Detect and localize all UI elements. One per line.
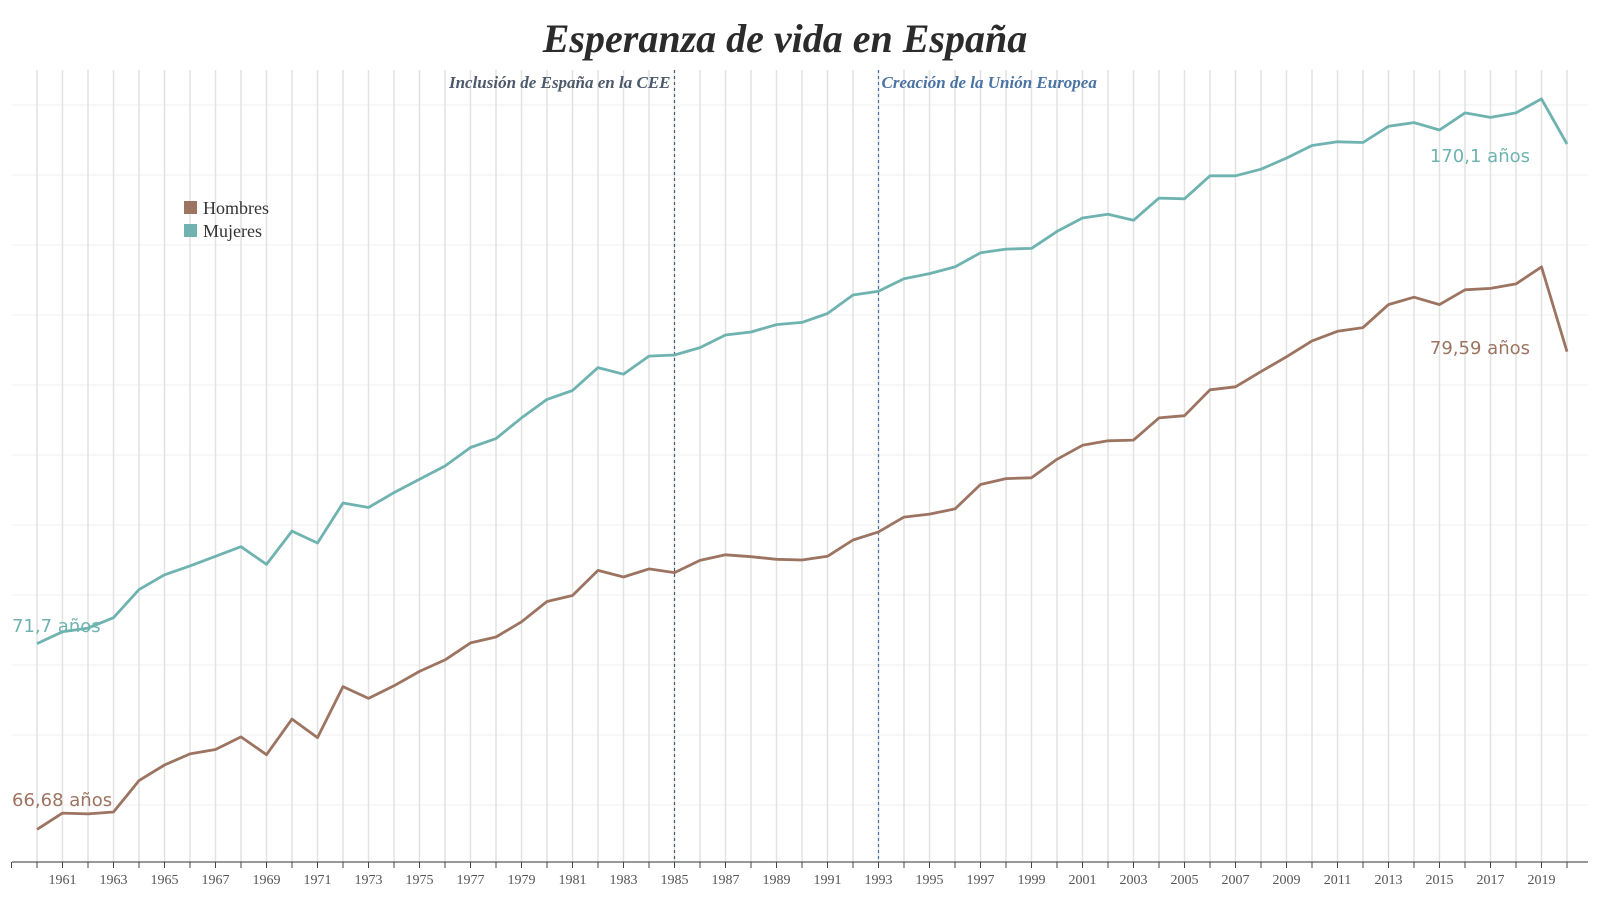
x-tick-label: 1997 [967,873,995,888]
horizontal-gridlines [12,104,1588,806]
legend-label: Mujeres [203,221,262,241]
x-tick-label: 1987 [712,873,740,888]
x-tick-label: 1971 [304,873,332,888]
x-tick-label: 1979 [508,873,536,888]
x-tick-label: 1985 [661,873,689,888]
event-label: Inclusión de España en la CEE [448,73,671,92]
end-label: 66,68 años [12,790,112,811]
vertical-gridlines [36,70,1568,862]
end-label: 71,7 años [12,616,101,637]
x-tick-label: 2003 [1120,873,1148,888]
x-tick-label: 2007 [1222,873,1250,888]
x-tick-label: 1961 [49,873,77,888]
event-annotations: Inclusión de España en la CEE Creación de… [448,70,1097,862]
x-tick-label: 2015 [1426,873,1454,888]
x-tick-label: 1999 [1018,873,1046,888]
x-tick-label: 1965 [151,873,179,888]
x-tick-label: 2017 [1477,873,1505,888]
x-tick-label: 1977 [457,873,485,888]
x-tick-label: 1975 [406,873,434,888]
x-tick-label: 1967 [202,873,230,888]
series-line-hombres [36,265,1569,831]
x-tick-label: 2001 [1069,873,1097,888]
legend-label: Hombres [203,198,269,218]
x-tick-label: 2019 [1528,873,1556,888]
x-tick-label: 1993 [865,873,893,888]
x-tick-label: 1963 [100,873,128,888]
x-tick-label: 1991 [814,873,842,888]
x-tick-label: 1981 [559,873,587,888]
end-label: 79,59 años [1430,338,1530,359]
chart-title: Esperanza de vida en España [542,16,1028,61]
end-labels: 71,7 años 66,68 años 170,1 años 79,59 años [12,146,1530,811]
event-label: Creación de la Unión Europea [882,73,1098,92]
x-tick-label: 1969 [253,873,281,888]
x-tick-label: 2013 [1375,873,1403,888]
legend-swatch [184,224,197,237]
x-tick-label: 1973 [355,873,383,888]
series-lines [36,97,1569,831]
x-tick-label: 1989 [763,873,791,888]
x-tick-label: 1983 [610,873,638,888]
legend-swatch [184,201,197,214]
x-tick-label: 1995 [916,873,944,888]
end-label: 170,1 años [1430,146,1530,167]
x-axis-ticks: 1961 1963 1965 1967 1969 1971 1973 1975 1977 1979… [11,862,1568,888]
series-line-mujeres [36,97,1569,645]
x-tick-label: 2009 [1273,873,1301,888]
x-tick-label: 2011 [1324,873,1351,888]
legend: Hombres Mujeres [184,198,269,241]
x-tick-label: 2005 [1171,873,1199,888]
